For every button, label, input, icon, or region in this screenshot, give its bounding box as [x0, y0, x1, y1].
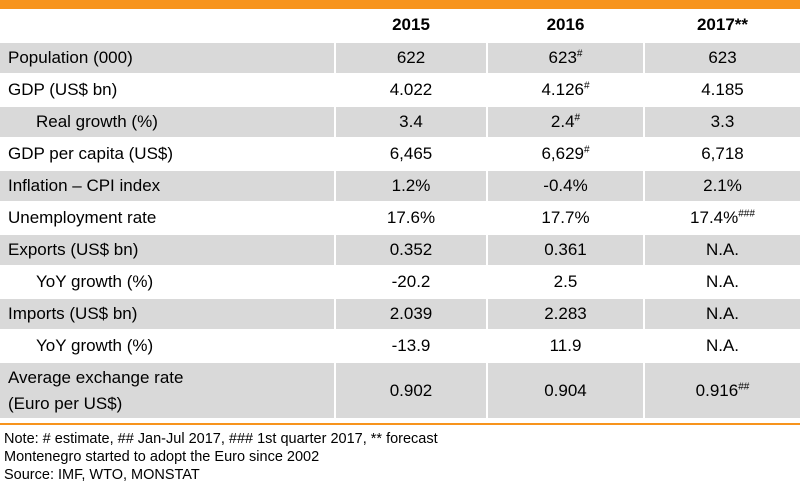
table-row: YoY growth (%) -20.2 2.5 N.A.	[0, 266, 800, 299]
header-label-col	[0, 9, 335, 43]
value-2017: 2.1%	[643, 170, 800, 203]
table-row: Population (000) 622 623# 623	[0, 42, 800, 75]
source-line: Source: IMF, WTO, MONSTAT	[4, 467, 200, 483]
table-row: Average exchange rate (Euro per US$) 0.9…	[0, 362, 800, 420]
footnotes: Note: # estimate, ## Jan-Jul 2017, ### 1…	[4, 430, 438, 484]
footnote-mark: #	[576, 48, 583, 60]
value-2017: N.A.	[643, 234, 800, 267]
value-2015: 0.352	[334, 234, 487, 267]
footnote-mark: ##	[738, 380, 750, 392]
value-2016: -0.4%	[486, 170, 644, 203]
value-2016: 2.5	[486, 266, 644, 299]
row-label: Real growth (%)	[0, 106, 335, 139]
top-accent-bar	[0, 0, 800, 9]
value-2015: 4.022	[334, 74, 487, 107]
value-2015: 622	[334, 42, 487, 75]
row-label: Unemployment rate	[0, 202, 335, 235]
table-row: GDP per capita (US$) 6,465 6,629# 6,718	[0, 138, 800, 171]
indicators-table: 2015 2016 2017** Population (000) 622 62…	[0, 9, 800, 420]
value-2016: 0.361	[486, 234, 644, 267]
value-2017: 4.185	[643, 74, 800, 107]
value-2017: 0.916##	[643, 362, 800, 420]
value-2015: 2.039	[334, 298, 487, 331]
value-2017: N.A.	[643, 298, 800, 331]
header-2016: 2016	[486, 9, 644, 43]
value-2016: 2.283	[486, 298, 644, 331]
value-2017: 623	[643, 42, 800, 75]
row-label: Imports (US$ bn)	[0, 298, 335, 331]
value-2015: 6,465	[334, 138, 487, 171]
row-label: Exports (US$ bn)	[0, 234, 335, 267]
value-2016: 2.4#	[486, 106, 644, 139]
table-row: Inflation – CPI index 1.2% -0.4% 2.1%	[0, 170, 800, 203]
row-label: Average exchange rate (Euro per US$)	[0, 362, 335, 420]
value-2016: 6,629#	[486, 138, 644, 171]
row-label: YoY growth (%)	[0, 330, 335, 363]
table-row: Exports (US$ bn) 0.352 0.361 N.A.	[0, 234, 800, 267]
table-row: YoY growth (%) -13.9 11.9 N.A.	[0, 330, 800, 363]
value-2015: 0.902	[334, 362, 487, 420]
table-row: Real growth (%) 3.4 2.4# 3.3	[0, 106, 800, 139]
footnote-mark: #	[574, 112, 581, 124]
value-2016: 11.9	[486, 330, 644, 363]
header-row: 2015 2016 2017**	[0, 9, 800, 43]
value-2015: 1.2%	[334, 170, 487, 203]
value-2017: 6,718	[643, 138, 800, 171]
footnote-mark: ###	[738, 208, 755, 220]
value-2017: 17.4%###	[643, 202, 800, 235]
value-2017: 3.3	[643, 106, 800, 139]
row-label: Inflation – CPI index	[0, 170, 335, 203]
value-2017: N.A.	[643, 330, 800, 363]
value-2017: N.A.	[643, 266, 800, 299]
table-row: GDP (US$ bn) 4.022 4.126# 4.185	[0, 74, 800, 107]
note-line: Montenegro started to adopt the Euro sin…	[4, 449, 320, 465]
row-label: GDP per capita (US$)	[0, 138, 335, 171]
table-row: Unemployment rate 17.6% 17.7% 17.4%###	[0, 202, 800, 235]
header-2017: 2017**	[643, 9, 800, 43]
value-2016: 0.904	[486, 362, 644, 420]
note-line: Note: # estimate, ## Jan-Jul 2017, ### 1…	[4, 431, 438, 447]
row-label: YoY growth (%)	[0, 266, 335, 299]
value-2015: -13.9	[334, 330, 487, 363]
value-2015: 3.4	[334, 106, 487, 139]
table-row: Imports (US$ bn) 2.039 2.283 N.A.	[0, 298, 800, 331]
header-2015: 2015	[334, 9, 487, 43]
value-2016: 17.7%	[486, 202, 644, 235]
footnote-mark: #	[583, 144, 590, 156]
value-2016: 623#	[486, 42, 644, 75]
value-2015: -20.2	[334, 266, 487, 299]
bottom-accent-line	[0, 423, 800, 425]
row-label: GDP (US$ bn)	[0, 74, 335, 107]
footnote-mark: #	[583, 80, 590, 92]
value-2015: 17.6%	[334, 202, 487, 235]
row-label: Population (000)	[0, 42, 335, 75]
value-2016: 4.126#	[486, 74, 644, 107]
